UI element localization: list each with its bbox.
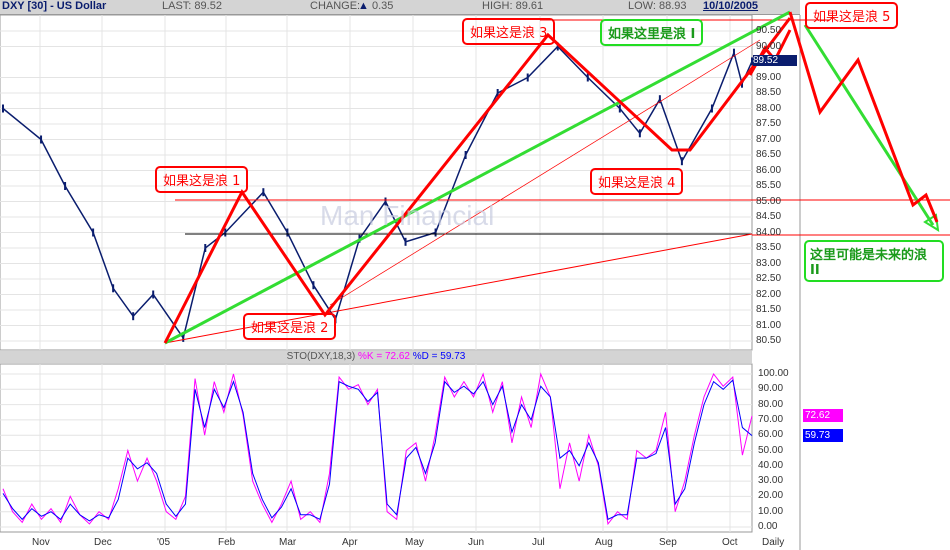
triangle-up-icon: ▲ bbox=[358, 0, 369, 12]
chart-date: 10/10/2005 bbox=[703, 0, 759, 12]
wave-3-label: 如果这是浪 3 bbox=[462, 18, 556, 45]
stoch-tick-label: 80.00 bbox=[758, 398, 784, 410]
change-label: CHANGE: bbox=[310, 0, 361, 12]
stoch-tick-label: 50.00 bbox=[758, 444, 784, 456]
stoch-d-tag: 59.73 bbox=[803, 428, 843, 442]
trend-line-mid bbox=[329, 39, 761, 306]
stoch-tick-label: 10.00 bbox=[758, 505, 784, 517]
green-arrowhead bbox=[923, 213, 940, 232]
price-tick-label: 85.50 bbox=[756, 180, 782, 191]
price-tick-label: 84.50 bbox=[756, 211, 782, 222]
date-tick-label: Oct bbox=[722, 537, 738, 548]
last-price: LAST: 89.52 bbox=[162, 0, 222, 12]
price-tick-label: 90.00 bbox=[756, 40, 782, 52]
wave-5-label: 如果这是浪 5 bbox=[805, 2, 899, 29]
stoch-tick-label: 40.00 bbox=[758, 459, 784, 471]
price-tick-label: 90.50 bbox=[756, 25, 782, 36]
price-tick-label: 87.00 bbox=[756, 133, 782, 145]
stoch-k-line bbox=[2, 372, 753, 526]
price-tick-label: 84.00 bbox=[756, 226, 782, 238]
stoch-tick-label: 30.00 bbox=[758, 475, 784, 487]
date-tick-label: Jul bbox=[532, 537, 545, 548]
stoch-tick-label: 0.00 bbox=[758, 521, 778, 532]
stoch-tick-label: 70.00 bbox=[758, 413, 784, 425]
watermark: Man Financial bbox=[320, 200, 495, 231]
chart-title: DXY [30] - US Dollar bbox=[2, 0, 107, 12]
price-tick-label: 83.50 bbox=[756, 242, 782, 253]
date-tick-label: Mar bbox=[279, 537, 297, 548]
date-tick-label: May bbox=[405, 537, 424, 548]
chart-header: DXY [30] - US Dollar LAST: 89.52 CHANGE:… bbox=[0, 0, 800, 15]
trend-line-low bbox=[164, 233, 753, 344]
stoch-k-tag: 72.62 bbox=[803, 408, 843, 422]
price-tick-label: 82.00 bbox=[756, 288, 782, 300]
wave-I-green-line bbox=[164, 10, 791, 345]
change-value: 0.35 bbox=[372, 0, 394, 12]
high-price: HIGH: 89.61 bbox=[482, 0, 544, 12]
stoch-k-value: %K = 72.62 bbox=[358, 351, 410, 362]
price-tick-label: 82.50 bbox=[756, 273, 782, 284]
date-tick-label: Aug bbox=[595, 537, 613, 548]
stoch-tick-label: 60.00 bbox=[758, 429, 784, 441]
date-tick-label: Feb bbox=[218, 537, 236, 548]
date-tick-label: Apr bbox=[342, 537, 358, 548]
stoch-tick-label: 100.00 bbox=[758, 368, 789, 379]
price-tick-label: 86.00 bbox=[756, 164, 782, 176]
price-tick-label: 86.50 bbox=[756, 149, 782, 160]
date-tick-label: Sep bbox=[659, 537, 677, 548]
wave-1-label: 如果这是浪 1 bbox=[155, 166, 249, 193]
price-tick-label: 80.50 bbox=[756, 335, 782, 346]
stoch-label: STO(DXY,18,3) bbox=[286, 351, 356, 362]
date-tick-label: '05 bbox=[157, 537, 171, 548]
stoch-d-line bbox=[2, 379, 753, 522]
wave-2-label: 如果这是浪 2 bbox=[243, 313, 337, 340]
stoch-d-value: %D = 59.73 bbox=[412, 351, 466, 362]
stoch-header: STO(DXY,18,3) %K = 72.62 %D = 59.73 bbox=[0, 351, 752, 363]
price-tick-label: 88.00 bbox=[756, 102, 782, 114]
date-tick-label: Jun bbox=[468, 537, 485, 548]
wave-II-label: 这里可能是未来的浪 II bbox=[804, 240, 944, 282]
price-tick-label: 85.00 bbox=[756, 195, 782, 207]
price-tick-label: 89.00 bbox=[756, 71, 782, 83]
low-price: LOW: 88.93 bbox=[628, 0, 687, 12]
date-tick-label: Daily bbox=[762, 537, 785, 548]
date-tick-label: Nov bbox=[32, 537, 50, 548]
wave-5-sub-zigzag bbox=[748, 29, 792, 76]
price-tick-label: 87.50 bbox=[756, 118, 782, 129]
price-tick-label: 81.50 bbox=[756, 304, 782, 315]
projection-red-zigzag bbox=[788, 11, 939, 223]
price-tick-label: 88.50 bbox=[756, 87, 782, 98]
wave-4-label: 如果这是浪 4 bbox=[590, 168, 684, 195]
stoch-tick-label: 90.00 bbox=[758, 383, 784, 395]
wave-II-green-line bbox=[803, 24, 935, 226]
wave-I-label: 如果这里是浪 I bbox=[600, 19, 704, 46]
date-tick-label: Dec bbox=[94, 537, 112, 548]
stoch-tick-label: 20.00 bbox=[758, 490, 784, 502]
price-tick-label: 83.00 bbox=[756, 257, 782, 269]
price-tick-label: 81.00 bbox=[756, 319, 782, 331]
last-price-tag: 89.52 bbox=[753, 55, 797, 67]
